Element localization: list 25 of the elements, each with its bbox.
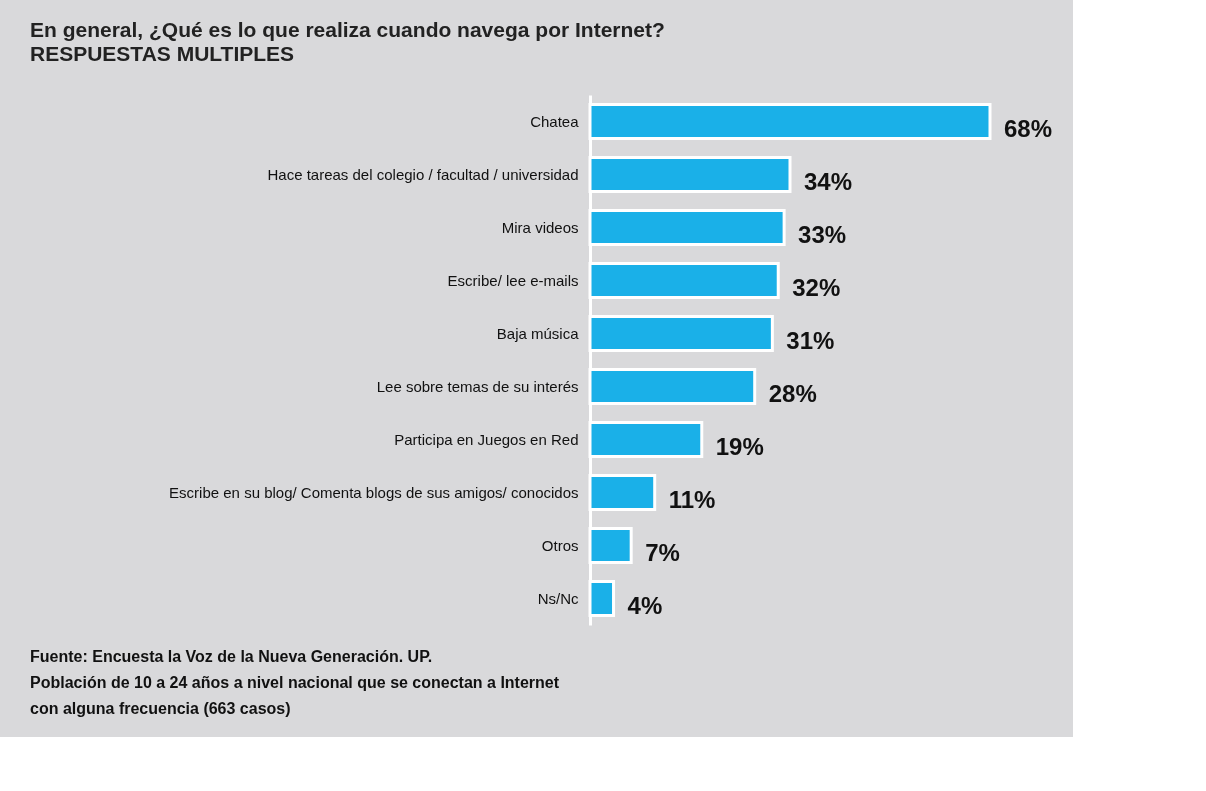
text: Población de 10 a 24 años a nivel nacional que se conectan a Internet [30, 674, 560, 691]
y-tick-label: Ns/Nc [537, 589, 579, 607]
y-tick-label: Chatea [530, 112, 580, 130]
source-note: Fuente: Encuesta la Voz de la Nueva Generación. UP. [30, 648, 433, 665]
data-label: 31% [786, 326, 835, 354]
y-tick-label: Baja música [496, 324, 580, 342]
data-label: 19% [715, 432, 764, 460]
text: En general, ¿Qué es lo que realiza cuando navega por Internet? [30, 18, 665, 41]
text: RESPUESTAS MULTIPLES [30, 42, 295, 65]
y-tick-label: Escribe en su blog/ Comenta blogs de sus amigos/ conocidos [169, 483, 579, 501]
data-label: 34% [804, 167, 853, 195]
y-tick-label: Participa en Juegos en Red [394, 430, 579, 448]
data-label: 7% [645, 538, 680, 566]
data-label: 11% [668, 485, 716, 513]
y-tick-label: Escribe/ lee e-mails [447, 271, 579, 289]
data-label: 68% [1004, 114, 1053, 142]
text: con alguna frecuencia (663 casos) [30, 700, 291, 717]
data-label: 28% [768, 379, 817, 407]
y-tick-label: Otros [541, 536, 579, 554]
y-tick-label: Lee sobre temas de su interés [376, 377, 579, 395]
data-label: 32% [792, 273, 841, 301]
data-label: 4% [627, 591, 663, 619]
data-label: 33% [798, 220, 847, 248]
y-tick-label: Mira videos [501, 218, 579, 236]
y-tick-label: Hace tareas del colegio / facultad / universidad [267, 165, 579, 183]
